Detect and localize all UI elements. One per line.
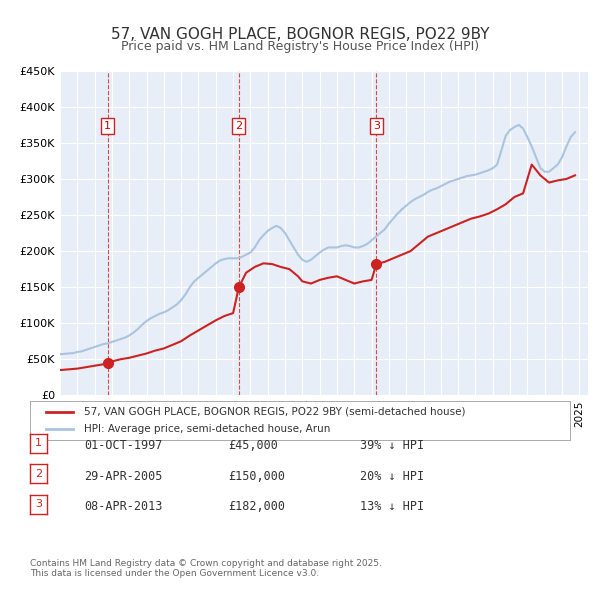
Text: 2: 2 xyxy=(235,121,242,131)
Text: 1: 1 xyxy=(104,121,111,131)
Text: 29-APR-2005: 29-APR-2005 xyxy=(84,470,163,483)
Text: 08-APR-2013: 08-APR-2013 xyxy=(84,500,163,513)
Text: HPI: Average price, semi-detached house, Arun: HPI: Average price, semi-detached house,… xyxy=(84,424,331,434)
Text: 20% ↓ HPI: 20% ↓ HPI xyxy=(360,470,424,483)
Text: Contains HM Land Registry data © Crown copyright and database right 2025.
This d: Contains HM Land Registry data © Crown c… xyxy=(30,559,382,578)
Text: 57, VAN GOGH PLACE, BOGNOR REGIS, PO22 9BY: 57, VAN GOGH PLACE, BOGNOR REGIS, PO22 9… xyxy=(111,27,489,41)
Text: 1: 1 xyxy=(35,438,42,448)
Text: 01-OCT-1997: 01-OCT-1997 xyxy=(84,439,163,452)
Text: Price paid vs. HM Land Registry's House Price Index (HPI): Price paid vs. HM Land Registry's House … xyxy=(121,40,479,53)
Text: 2: 2 xyxy=(35,469,42,478)
Text: 57, VAN GOGH PLACE, BOGNOR REGIS, PO22 9BY (semi-detached house): 57, VAN GOGH PLACE, BOGNOR REGIS, PO22 9… xyxy=(84,407,466,417)
Text: £150,000: £150,000 xyxy=(228,470,285,483)
Text: £182,000: £182,000 xyxy=(228,500,285,513)
Text: 3: 3 xyxy=(373,121,380,131)
Text: 39% ↓ HPI: 39% ↓ HPI xyxy=(360,439,424,452)
Text: 3: 3 xyxy=(35,500,42,509)
Text: £45,000: £45,000 xyxy=(228,439,278,452)
Text: 13% ↓ HPI: 13% ↓ HPI xyxy=(360,500,424,513)
